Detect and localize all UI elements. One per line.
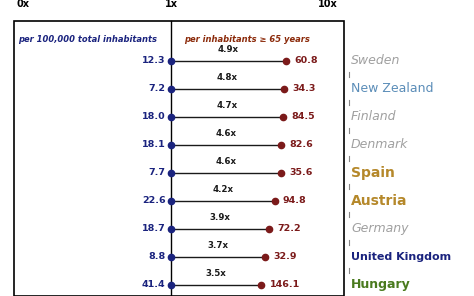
Text: 82.6: 82.6 [290, 140, 313, 149]
Text: 1x: 1x [164, 0, 177, 9]
Text: Germany: Germany [351, 222, 409, 235]
Text: 22.6: 22.6 [142, 196, 165, 205]
Text: 3.5x: 3.5x [206, 269, 227, 279]
Text: Austria: Austria [351, 194, 408, 207]
Text: 84.5: 84.5 [291, 112, 315, 121]
Text: per 100,000 total inhabitants: per 100,000 total inhabitants [18, 35, 157, 44]
Text: 4.7x: 4.7x [216, 101, 237, 110]
Text: 41.4: 41.4 [142, 280, 165, 289]
Text: 18.0: 18.0 [142, 112, 165, 121]
Text: 0x: 0x [16, 0, 29, 9]
Text: 18.7: 18.7 [142, 224, 165, 233]
Text: 8.8: 8.8 [148, 252, 165, 261]
Text: 35.6: 35.6 [290, 168, 313, 177]
Text: 146.1: 146.1 [270, 280, 300, 289]
Text: 34.3: 34.3 [292, 84, 316, 93]
Text: New Zealand: New Zealand [351, 82, 434, 95]
Text: 32.9: 32.9 [274, 252, 297, 261]
Text: 18.1: 18.1 [142, 140, 165, 149]
Text: Spain: Spain [351, 165, 395, 180]
Text: 94.8: 94.8 [283, 196, 307, 205]
Text: 4.6x: 4.6x [216, 157, 237, 166]
Text: 4.6x: 4.6x [216, 129, 237, 138]
Text: 4.8x: 4.8x [217, 73, 238, 82]
Text: 4.2x: 4.2x [212, 185, 233, 194]
Text: Sweden: Sweden [351, 54, 401, 67]
Text: Denmark: Denmark [351, 138, 409, 151]
Text: 72.2: 72.2 [278, 224, 301, 233]
Text: 60.8: 60.8 [294, 56, 318, 65]
Text: Finland: Finland [351, 110, 397, 123]
Text: 7.7: 7.7 [148, 168, 165, 177]
Text: 4.9x: 4.9x [218, 45, 239, 54]
FancyBboxPatch shape [14, 21, 344, 296]
Text: United Kingdom: United Kingdom [351, 252, 451, 262]
Text: 3.9x: 3.9x [210, 213, 231, 222]
Text: per inhabitants ≥ 65 years: per inhabitants ≥ 65 years [184, 35, 310, 44]
Text: 12.3: 12.3 [142, 56, 165, 65]
Text: 10x: 10x [318, 0, 337, 9]
Text: 7.2: 7.2 [148, 84, 165, 93]
Text: 3.7x: 3.7x [208, 242, 229, 250]
Text: Hungary: Hungary [351, 278, 411, 291]
